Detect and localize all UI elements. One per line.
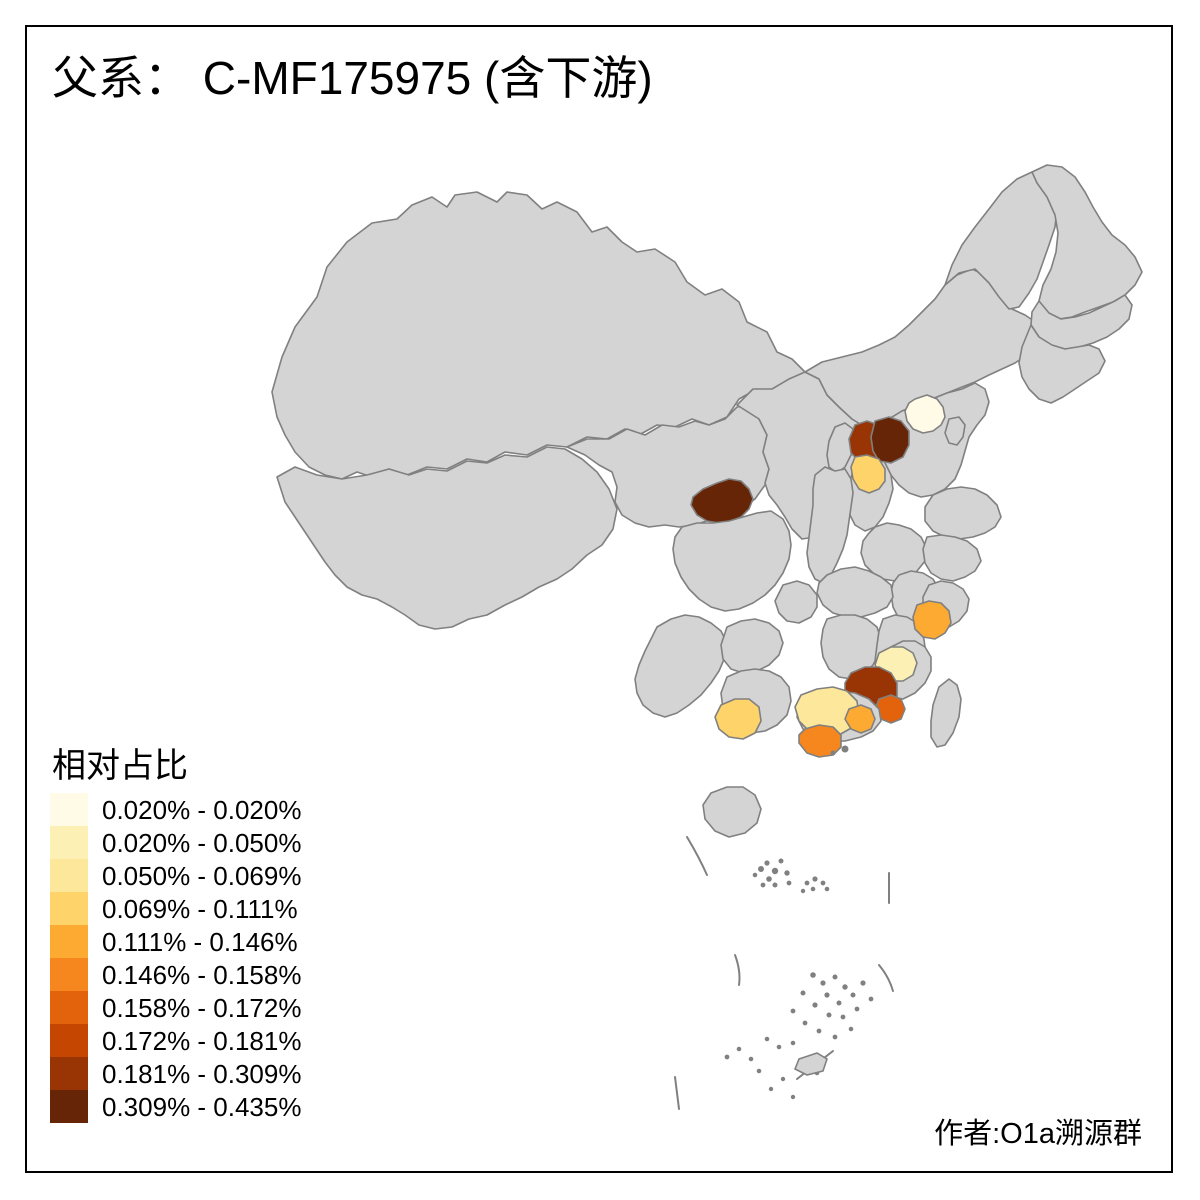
legend-row[interactable]: 0.309% - 0.435% (50, 1090, 380, 1124)
author-credit: 作者:O1a溯源群 (934, 1118, 1142, 1150)
legend-row[interactable]: 0.158% - 0.172% (50, 991, 380, 1025)
legend-row[interactable]: 0.020% - 0.020% (50, 793, 380, 827)
legend-title: 相对占比 (52, 747, 188, 785)
legend-swatch (50, 991, 88, 1025)
legend: 相对占比 0.020% - 0.020% 0.020% - 0.050% 0.0… (50, 747, 380, 1124)
legend-row[interactable]: 0.172% - 0.181% (50, 1024, 380, 1058)
legend-row[interactable]: 0.069% - 0.111% (50, 892, 380, 926)
province-guizhou[interactable] (720, 618, 784, 674)
legend-label: 0.181% - 0.309% (102, 1058, 302, 1089)
macclesfield-bank (800, 876, 830, 894)
legend-label: 0.309% - 0.435% (102, 1091, 302, 1122)
legend-swatch (50, 1057, 88, 1091)
region-shandong-dezhou[interactable] (870, 416, 910, 464)
province-chongqing[interactable] (774, 580, 818, 624)
map-land-layer (271, 164, 1143, 838)
legend-row[interactable]: 0.111% - 0.146% (50, 925, 380, 959)
legend-row[interactable]: 0.146% - 0.158% (50, 958, 380, 992)
spratly-islands (724, 972, 874, 1100)
legend-label: 0.020% - 0.050% (102, 827, 302, 858)
legend-swatch (50, 958, 88, 992)
region-shandong-liaocheng[interactable] (850, 454, 886, 494)
legend-label: 0.172% - 0.181% (102, 1025, 302, 1056)
legend-swatch (50, 892, 88, 926)
region-hongkong[interactable] (841, 745, 849, 753)
island-taiwan[interactable] (930, 678, 962, 748)
region-macau[interactable] (830, 750, 836, 756)
province-inner-mongolia-northeast[interactable] (944, 171, 1058, 310)
island-hainan[interactable] (702, 786, 762, 838)
legend-row[interactable]: 0.181% - 0.309% (50, 1057, 380, 1091)
legend-label: 0.020% - 0.020% (102, 794, 302, 825)
province-tibet[interactable] (276, 446, 618, 630)
legend-row[interactable]: 0.020% - 0.050% (50, 826, 380, 860)
paracel-islands (752, 858, 792, 888)
legend-swatch (50, 793, 88, 827)
legend-label: 0.111% - 0.146% (102, 926, 298, 957)
legend-swatch (50, 1090, 88, 1124)
legend-label: 0.069% - 0.111% (102, 893, 298, 924)
province-shandong[interactable] (924, 486, 1002, 540)
province-yunnan[interactable] (634, 614, 728, 718)
province-ningxia[interactable] (826, 422, 856, 474)
legend-swatch (50, 826, 88, 860)
region-guangxi-qinzhou[interactable] (714, 698, 762, 740)
nine-dash-segment-3 (878, 964, 894, 992)
province-hubei[interactable] (816, 566, 894, 618)
island-spratly-main (793, 1052, 828, 1076)
china-choropleth-map[interactable] (27, 27, 1171, 1171)
legend-swatch (50, 925, 88, 959)
legend-swatch (50, 859, 88, 893)
legend-swatch (50, 1024, 88, 1058)
legend-label: 0.158% - 0.172% (102, 992, 302, 1023)
legend-label: 0.050% - 0.069% (102, 860, 302, 891)
region-guangdong-chaozhou[interactable] (844, 704, 876, 734)
region-beijing[interactable] (904, 394, 946, 434)
legend-label: 0.146% - 0.158% (102, 959, 302, 990)
province-sichuan[interactable] (672, 510, 792, 612)
province-tianjin[interactable] (944, 416, 966, 446)
province-jiangsu[interactable] (922, 534, 982, 582)
nine-dash-segment-1 (686, 836, 708, 876)
province-shaanxi[interactable] (806, 466, 854, 584)
nine-dash-segment-2 (734, 954, 741, 986)
page-title: 父系： C-MF175975 (含下游) (52, 52, 653, 104)
province-liaoning[interactable] (1018, 324, 1106, 404)
nine-dash-segment-5 (674, 1076, 680, 1110)
south-china-sea-layer (674, 836, 894, 1110)
legend-row[interactable]: 0.050% - 0.069% (50, 859, 380, 893)
region-zhejiang-taizhou[interactable] (912, 600, 952, 640)
